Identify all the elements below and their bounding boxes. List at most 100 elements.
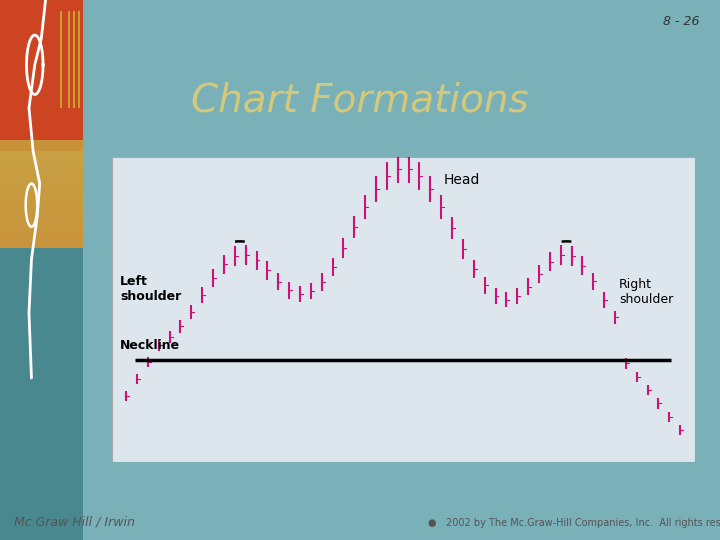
Bar <box>0 336 83 339</box>
Bar <box>0 355 83 358</box>
Bar <box>0 315 83 318</box>
Bar <box>0 63 83 65</box>
Bar <box>0 339 83 342</box>
Bar <box>0 14 83 16</box>
Bar <box>0 146 83 149</box>
Bar <box>0 363 83 366</box>
Bar <box>0 513 83 516</box>
Bar <box>0 90 83 92</box>
Bar <box>0 510 83 513</box>
Bar <box>0 138 83 141</box>
Bar <box>0 98 83 100</box>
Bar <box>0 453 83 456</box>
Bar <box>0 396 83 399</box>
Bar <box>0 434 83 437</box>
Bar <box>0 73 83 76</box>
Bar <box>0 195 83 198</box>
Bar <box>0 95 83 98</box>
Bar <box>0 114 83 117</box>
Bar <box>0 212 83 214</box>
Bar <box>0 475 83 477</box>
Bar <box>0 280 83 282</box>
Bar <box>0 489 83 491</box>
Bar <box>0 185 83 187</box>
Bar <box>0 301 83 304</box>
Bar <box>0 233 83 236</box>
Bar <box>0 144 83 146</box>
Bar <box>0 71 83 73</box>
Bar <box>0 299 83 301</box>
Bar <box>0 32 83 35</box>
Bar <box>0 30 83 32</box>
Bar <box>0 483 83 485</box>
Bar <box>0 521 83 524</box>
Bar <box>0 141 83 144</box>
Bar <box>0 182 83 185</box>
Bar <box>0 518 83 521</box>
Bar <box>0 285 83 288</box>
Bar <box>0 225 83 228</box>
Bar <box>0 152 83 154</box>
Bar <box>0 472 83 475</box>
Bar <box>0 55 83 57</box>
Bar <box>0 383 83 386</box>
Bar <box>0 328 83 331</box>
Bar <box>0 168 83 171</box>
Bar <box>0 413 83 415</box>
Bar <box>0 486 83 489</box>
Bar <box>0 241 83 244</box>
Bar <box>0 502 83 505</box>
Bar <box>0 426 83 429</box>
Bar <box>0 65 83 68</box>
Bar <box>0 410 83 413</box>
Bar <box>0 38 83 40</box>
Bar <box>0 263 83 266</box>
Bar <box>0 157 83 160</box>
Bar <box>0 166 83 168</box>
Text: ●: ● <box>428 518 436 528</box>
Bar <box>0 391 83 394</box>
Bar <box>0 140 83 259</box>
Bar <box>0 282 83 285</box>
Bar <box>0 11 83 14</box>
Bar <box>0 458 83 461</box>
Bar <box>0 231 83 233</box>
Bar <box>0 190 83 193</box>
Bar <box>0 252 83 255</box>
Bar <box>0 46 83 49</box>
Bar <box>0 222 83 225</box>
Bar <box>0 27 83 30</box>
Bar <box>0 500 83 502</box>
Bar <box>0 174 83 177</box>
Bar <box>0 258 83 260</box>
Bar <box>0 526 83 529</box>
Bar <box>0 469 83 472</box>
Bar <box>0 497 83 500</box>
Bar <box>60 11 62 108</box>
Bar <box>0 84 83 87</box>
Bar <box>0 82 83 84</box>
Bar <box>0 318 83 320</box>
Bar <box>0 505 83 508</box>
Bar <box>0 304 83 307</box>
Bar <box>0 291 83 293</box>
Bar <box>0 19 83 22</box>
Bar <box>0 448 83 450</box>
Bar <box>0 214 83 217</box>
Bar <box>0 171 83 174</box>
Bar <box>0 269 83 272</box>
Bar <box>0 437 83 440</box>
Text: Right
shoulder: Right shoulder <box>619 278 673 306</box>
Bar <box>0 255 83 258</box>
Bar <box>0 388 83 391</box>
Bar <box>78 11 81 108</box>
Bar <box>0 8 83 11</box>
Bar <box>0 418 83 421</box>
Bar <box>0 353 83 355</box>
Bar <box>0 106 83 109</box>
Bar <box>0 377 83 380</box>
Bar <box>0 244 83 247</box>
Bar <box>0 5 83 8</box>
Bar <box>0 260 83 263</box>
Bar <box>0 480 83 483</box>
